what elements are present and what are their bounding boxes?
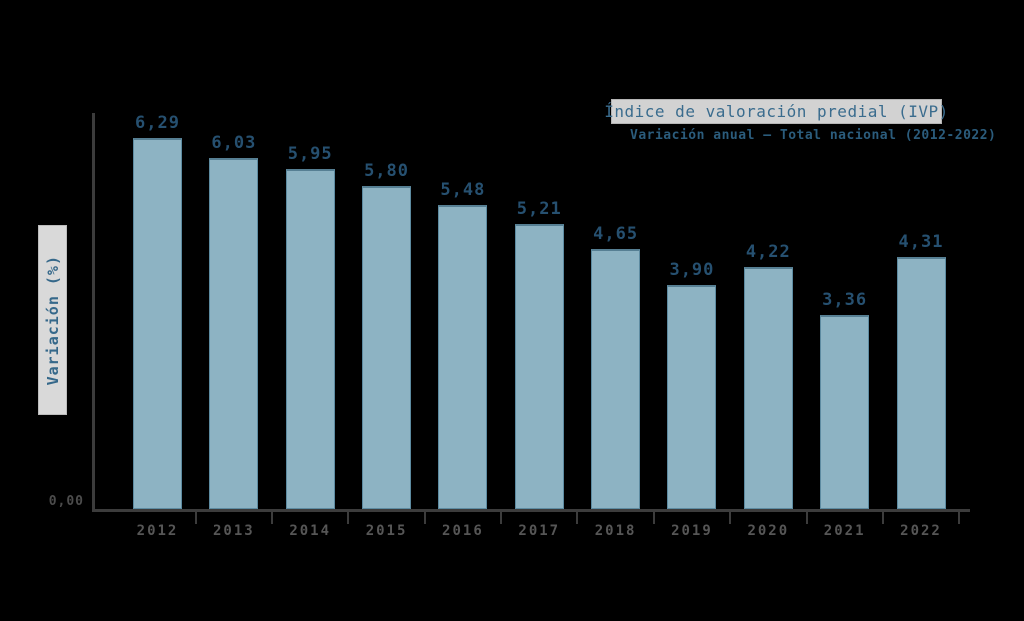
x-axis-label-2022: 2022	[900, 523, 942, 539]
bar-group-2019: 3,90	[667, 260, 717, 509]
x-axis-label-2015: 2015	[365, 523, 408, 539]
bar-value-label-2015: 5,80	[364, 161, 410, 181]
bar-value-label-2021: 3,36	[822, 290, 868, 310]
bar-value-label-2016: 5,48	[440, 180, 486, 200]
bar-value-label-2017: 5,21	[516, 199, 562, 219]
bar-group-2020: 4,22	[743, 242, 793, 509]
x-axis-label-2013: 2013	[212, 523, 255, 539]
bar-2017	[514, 224, 564, 509]
y-axis	[92, 113, 95, 512]
bar-value-label-2014: 5,95	[287, 144, 333, 164]
chart-title-box: Índice de valoración predial (IVP)	[604, 99, 948, 124]
bar-value-label-2013: 6,03	[211, 133, 257, 153]
bar-2019	[667, 285, 717, 509]
x-axis	[92, 509, 970, 512]
x-axis-label-2014: 2014	[289, 523, 332, 539]
bar-2020	[743, 267, 793, 509]
bar-group-2017: 5,21	[514, 199, 564, 509]
bar-group-2013: 6,03	[209, 133, 259, 509]
x-axis-tick-10	[958, 509, 961, 524]
x-axis-label-2021: 2021	[823, 523, 866, 539]
bar-2013	[209, 158, 259, 509]
x-axis-label-2020: 2020	[747, 523, 790, 539]
bar-group-2016: 5,48	[438, 180, 488, 509]
bar-2014	[285, 169, 335, 509]
bar-value-label-2022: 4,31	[898, 232, 944, 252]
x-axis-tick-5	[576, 509, 579, 524]
bar-group-2012: 6,29	[133, 113, 182, 509]
x-axis-tick-6	[652, 509, 655, 524]
x-axis-tick-1	[271, 509, 274, 524]
bar-value-label-2012: 6,29	[135, 113, 180, 133]
bar-group-2021: 3,36	[820, 290, 870, 509]
x-axis-tick-4	[500, 509, 503, 524]
x-axis-tick-3	[423, 509, 426, 524]
x-axis-label-2019: 2019	[671, 523, 713, 539]
x-axis-label-2016: 2016	[442, 523, 484, 539]
bar-2022	[896, 257, 946, 509]
y-axis-label: Variación (%)	[43, 254, 62, 386]
bar-2012	[133, 138, 182, 509]
bar-group-2022: 4,31	[896, 232, 946, 509]
bar-2018	[591, 249, 641, 509]
bar-value-label-2019: 3,90	[669, 260, 715, 280]
chart-subtitle: Variación anual – Total nacional (2012-2…	[630, 128, 997, 143]
x-axis-label-2017: 2017	[518, 523, 561, 539]
bar-group-2018: 4,65	[591, 224, 641, 509]
chart-title: Índice de valoración predial (IVP)	[604, 102, 949, 121]
x-axis-tick-7	[729, 509, 732, 524]
y-axis-label-strip: Variación (%)	[38, 225, 67, 415]
x-axis-tick-0	[194, 509, 197, 524]
x-axis-tick-2	[347, 509, 350, 524]
bar-group-2014: 5,95	[285, 144, 335, 509]
y-axis-tick-label-zero: 0,00	[48, 494, 84, 509]
bar-2015	[362, 186, 412, 509]
x-axis-label-2018: 2018	[594, 523, 637, 539]
x-axis-tick-9	[881, 509, 884, 524]
x-axis-tick-8	[805, 509, 808, 524]
bar-value-label-2020: 4,22	[745, 242, 791, 262]
bar-2021	[820, 315, 870, 509]
bar-group-2015: 5,80	[362, 161, 412, 509]
bar-value-label-2018: 4,65	[593, 224, 639, 244]
bar-2016	[438, 205, 488, 509]
x-axis-label-2012: 2012	[136, 523, 179, 539]
